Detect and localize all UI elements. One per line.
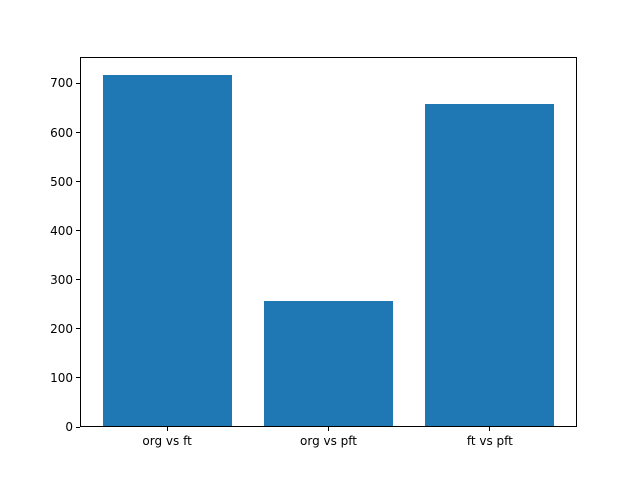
xtick-mark-ft-vs-pft (489, 427, 491, 431)
ytick-label-400: 400 (50, 223, 73, 238)
xtick-label-org-vs-ft: org vs ft (142, 434, 192, 448)
ytick-label-200: 200 (50, 321, 73, 336)
xtick-label-ft-vs-pft: ft vs pft (466, 434, 513, 448)
ytick-mark-100 (76, 377, 80, 379)
ytick-mark-700 (76, 82, 80, 84)
ytick-mark-300 (76, 279, 80, 281)
ytick-label-0: 0 (65, 420, 73, 434)
bar-org-vs-pft (263, 300, 394, 426)
ytick-mark-500 (76, 181, 80, 183)
bar-ft-vs-pft (425, 103, 555, 426)
ytick-mark-400 (76, 230, 80, 232)
xtick-mark-org-vs-ft (166, 427, 168, 431)
plot-area (80, 57, 577, 427)
ytick-label-300: 300 (50, 272, 73, 287)
ytick-mark-0 (76, 426, 80, 428)
xtick-mark-org-vs-pft (328, 427, 329, 431)
bar-org-vs-ft (102, 74, 232, 426)
ytick-label-600: 600 (50, 125, 73, 140)
ytick-label-700: 700 (50, 76, 73, 91)
ytick-mark-600 (76, 132, 80, 134)
xtick-label-org-vs-pft: org vs pft (300, 434, 357, 448)
ytick-mark-200 (76, 328, 80, 330)
ytick-label-100: 100 (50, 370, 73, 385)
ytick-label-500: 500 (50, 174, 73, 189)
